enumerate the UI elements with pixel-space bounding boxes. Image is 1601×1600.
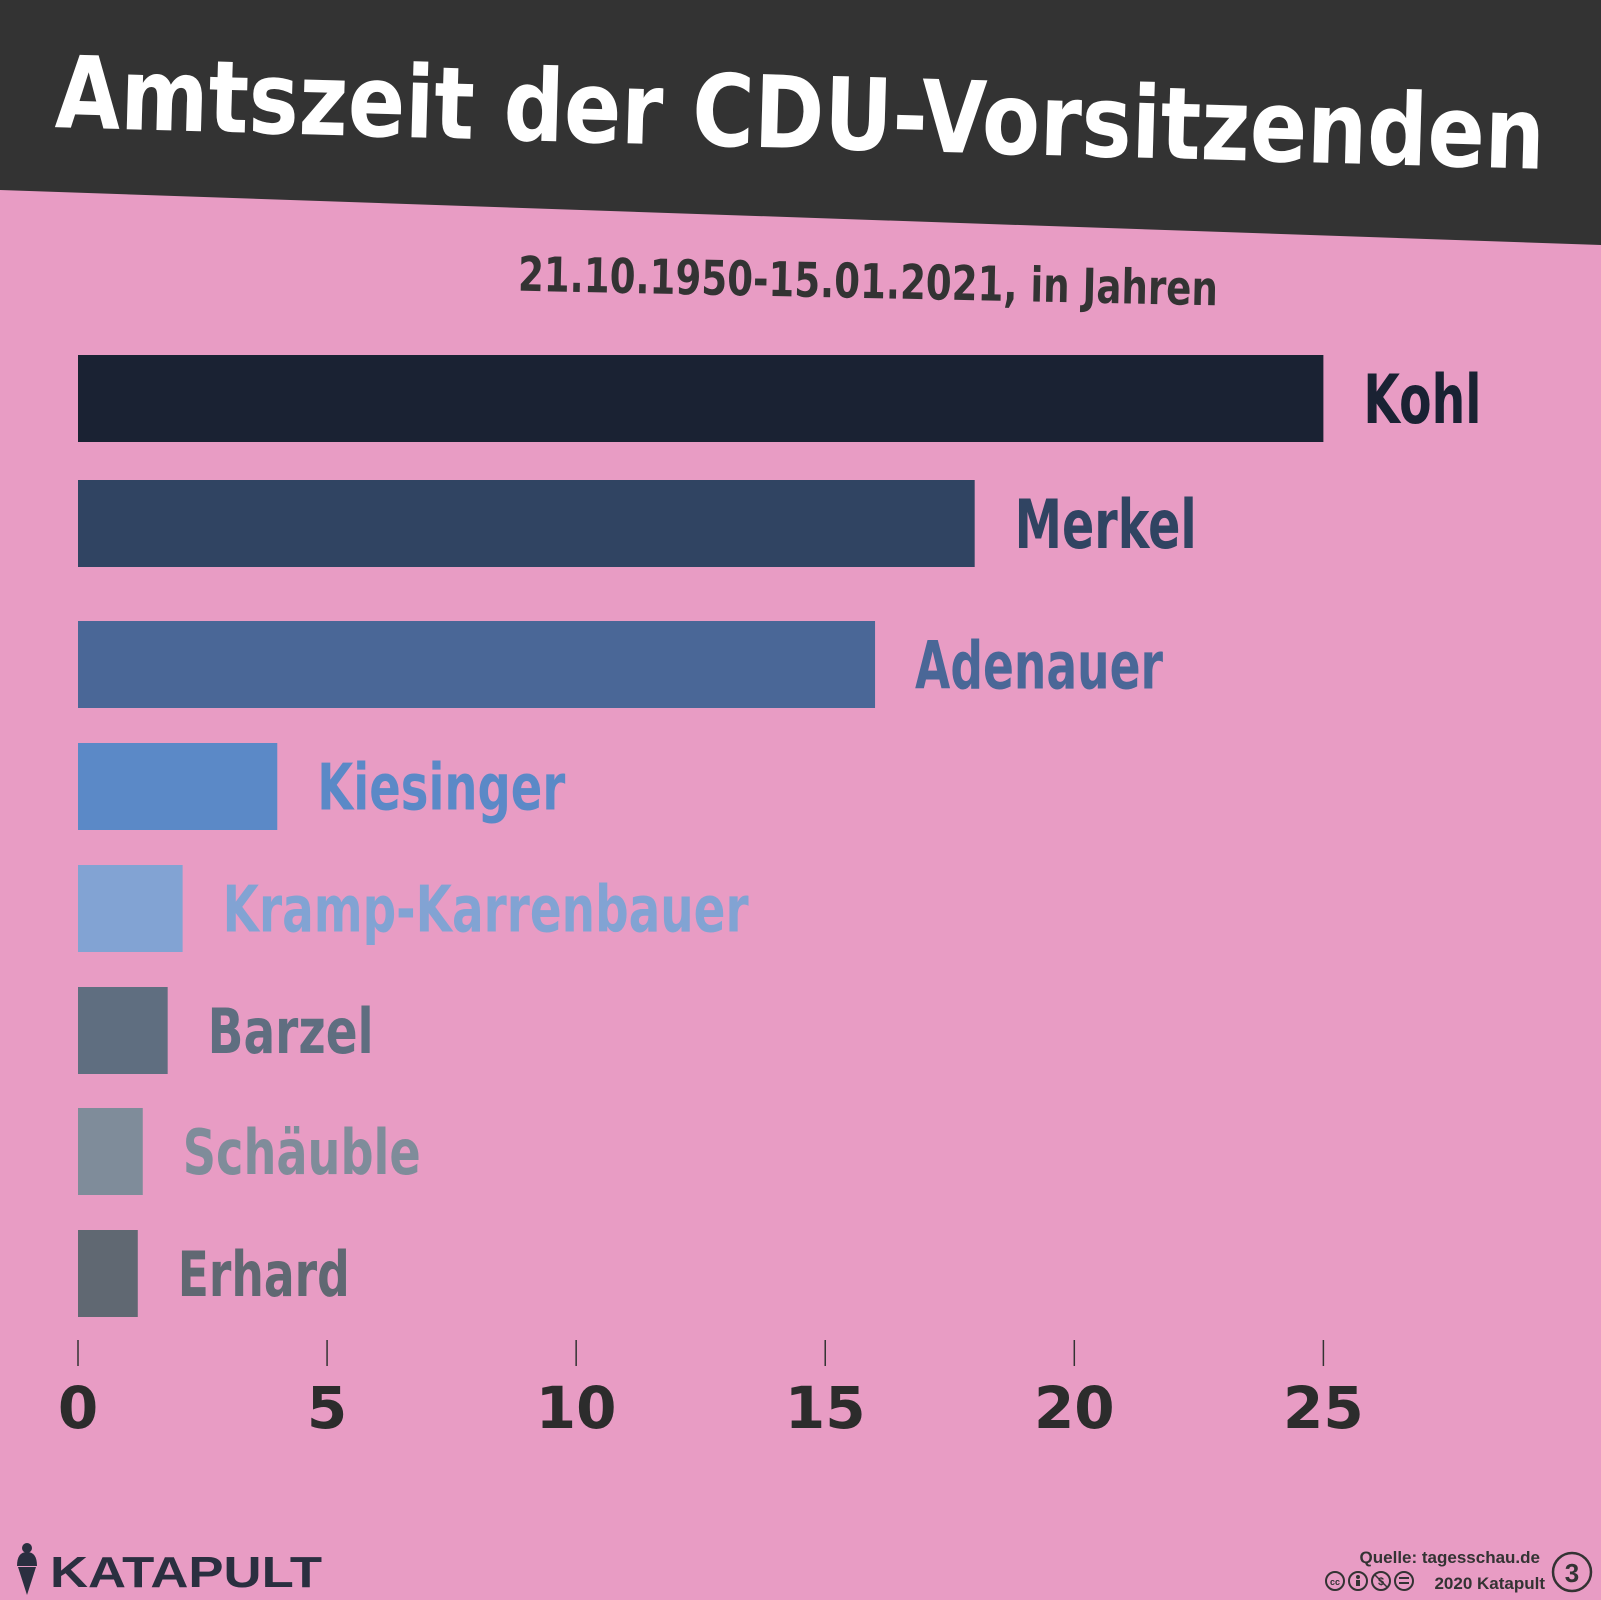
copyright-text: 2020 Katapult [1434,1574,1545,1593]
x-tick-label-15: 15 [785,1374,866,1442]
bar-label-adenauer: Adenauer [915,627,1163,704]
svg-text:cc: cc [1330,1577,1340,1587]
bar-label-kramp-karrenbauer: Kramp-Karrenbauer [223,874,749,948]
bar-kiesinger [78,743,278,830]
x-tick-label-20: 20 [1034,1374,1115,1442]
bar-label-merkel: Merkel [1015,486,1197,565]
header-band [0,0,1601,245]
bar-label-kiesinger: Kiesinger [317,752,565,826]
nd-icon [1394,1571,1414,1591]
page-badge-number: 3 [1565,1558,1579,1588]
bar-sch-uble [78,1108,143,1195]
nc-icon: $ [1371,1571,1391,1591]
license-icons: cc $ [1325,1571,1414,1591]
bar-adenauer [78,621,876,708]
x-axis: 0 5 10 15 20 25 [58,1340,1364,1442]
bar-erhard [78,1230,138,1317]
bar-layer [78,355,1324,1317]
x-tick-label-0: 0 [58,1374,98,1442]
cc-icon: cc [1325,1571,1345,1591]
katapult-logo: KATAPULT [17,1543,322,1597]
page-badge: 3 [1551,1551,1593,1593]
x-tick-label-10: 10 [536,1374,617,1442]
bar-label-layer: Kohl Merkel Adenauer Kiesinger Kramp-Karrenb… [178,361,1482,1311]
logo-text: KATAPULT [50,1548,322,1597]
bar-label-erhard: Erhard [178,1238,350,1311]
x-tick-label-5: 5 [307,1374,347,1442]
by-icon [1348,1571,1368,1591]
source-text: Quelle: tagesschau.de [1360,1548,1540,1567]
ice-cream-icon [17,1543,37,1595]
bar-kohl [78,355,1324,442]
bar-label-kohl: Kohl [1363,361,1481,440]
bar-kramp-karrenbauer [78,865,183,952]
bar-label-barzel: Barzel [208,995,374,1068]
bar-barzel [78,987,168,1074]
bar-label-sch-uble: Schäuble [183,1116,421,1189]
x-tick-label-25: 25 [1283,1374,1364,1442]
bar-merkel [78,480,975,567]
